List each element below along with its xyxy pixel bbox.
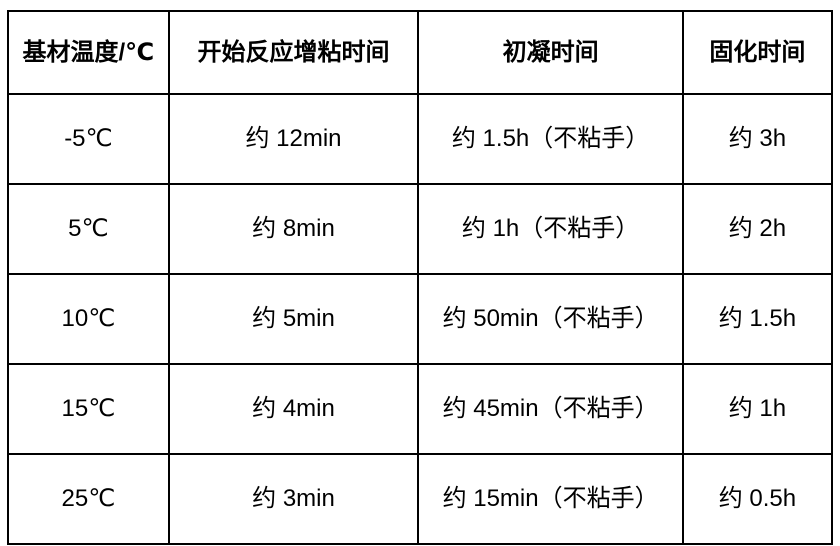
cell-curing-time: 约 1.5h (681, 273, 834, 365)
cell-temperature: 15℃ (7, 363, 170, 455)
header-row: 基材温度/℃ 开始反应增粘时间 初凝时间 固化时间 (7, 10, 834, 95)
curing-time-table: 基材温度/℃ 开始反应增粘时间 初凝时间 固化时间 -5℃ 约 12min 约 … (7, 10, 834, 545)
cell-initial-set-time: 约 1.5h（不粘手） (417, 93, 684, 185)
table-row: 15℃ 约 4min 约 45min（不粘手） 约 1h (7, 363, 834, 455)
table-row: 25℃ 约 3min 约 15min（不粘手） 约 0.5h (7, 453, 834, 545)
cell-thickening-start-time: 约 8min (167, 183, 420, 275)
cell-initial-set-time: 约 50min（不粘手） (417, 273, 684, 365)
cell-initial-set-time: 约 15min（不粘手） (417, 453, 684, 545)
cell-thickening-start-time: 约 5min (167, 273, 420, 365)
header-initial-set-time: 初凝时间 (417, 10, 684, 95)
cell-temperature: -5℃ (7, 93, 170, 185)
cell-thickening-start-time: 约 3min (167, 453, 420, 545)
header-thickening-start-time: 开始反应增粘时间 (167, 10, 420, 95)
cell-curing-time: 约 2h (681, 183, 834, 275)
cell-initial-set-time: 约 1h（不粘手） (417, 183, 684, 275)
table-row: 10℃ 约 5min 约 50min（不粘手） 约 1.5h (7, 273, 834, 365)
table-row: 5℃ 约 8min 约 1h（不粘手） 约 2h (7, 183, 834, 275)
cell-initial-set-time: 约 45min（不粘手） (417, 363, 684, 455)
cell-thickening-start-time: 约 4min (167, 363, 420, 455)
cell-temperature: 10℃ (7, 273, 170, 365)
cell-thickening-start-time: 约 12min (167, 93, 420, 185)
header-curing-time: 固化时间 (681, 10, 834, 95)
cell-temperature: 25℃ (7, 453, 170, 545)
cell-temperature: 5℃ (7, 183, 170, 275)
cell-curing-time: 约 3h (681, 93, 834, 185)
cell-curing-time: 约 1h (681, 363, 834, 455)
cell-curing-time: 约 0.5h (681, 453, 834, 545)
table-row: -5℃ 约 12min 约 1.5h（不粘手） 约 3h (7, 93, 834, 185)
header-substrate-temperature: 基材温度/℃ (7, 10, 170, 95)
